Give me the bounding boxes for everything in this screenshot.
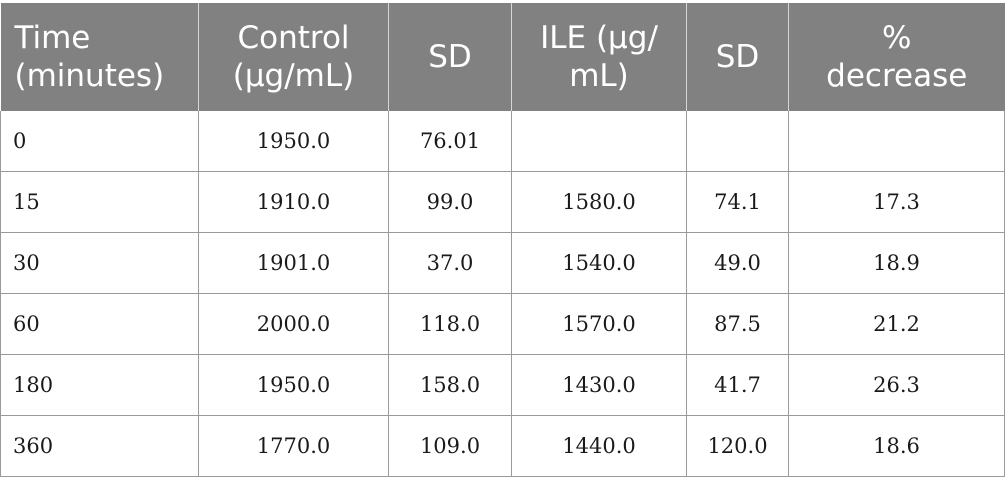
header-time: Time (minutes) [0,3,199,111]
header-sd-ile: SD [686,3,789,111]
cell-percent-decrease: 17.3 [788,171,1005,233]
cell-sd-control: 76.01 [388,111,512,172]
cell-control: 1950.0 [198,354,389,416]
header-sd-control: SD [388,3,512,111]
cell-time: 0 [0,111,199,172]
header-percent-line2: decrease [826,58,968,94]
header-control-line2: (µg/mL) [232,58,355,94]
cell-time: 60 [0,293,199,355]
cell-percent-decrease: 18.9 [788,232,1005,294]
cell-time: 180 [0,354,199,416]
cell-percent-decrease: 18.6 [788,415,1005,477]
cell-time: 360 [0,415,199,477]
header-percent-decrease: % decrease [788,3,1005,111]
cell-sd-control: 99.0 [388,171,512,233]
table-row: 0 1950.0 76.01 [0,111,1005,172]
cell-control: 1910.0 [198,171,389,233]
cell-ile: 1440.0 [511,415,687,477]
header-ile-line2: mL) [569,58,629,94]
cell-percent-decrease: 26.3 [788,354,1005,416]
header-sd-ile-label: SD [715,39,760,75]
data-table: Time (minutes) Control (µg/mL) SD ILE (µg/… [0,3,1005,477]
cell-ile: 1540.0 [511,232,687,294]
cell-sd-ile: 41.7 [686,354,789,416]
header-time-line1: Time [14,20,91,56]
cell-sd-control: 37.0 [388,232,512,294]
cell-sd-ile: 49.0 [686,232,789,294]
header-percent-line1: % [882,20,912,56]
cell-ile: 1570.0 [511,293,687,355]
header-time-line2: (minutes) [14,58,165,94]
cell-sd-ile: 74.1 [686,171,789,233]
header-row: Time (minutes) Control (µg/mL) SD ILE (µg/… [0,3,1005,111]
cell-control: 1770.0 [198,415,389,477]
header-control-line1: Control [237,20,350,56]
cell-ile: 1430.0 [511,354,687,416]
cell-time: 30 [0,232,199,294]
cell-sd-control: 118.0 [388,293,512,355]
header-sd-control-label: SD [428,39,472,75]
cell-ile: 1580.0 [511,171,687,233]
cell-percent-decrease: 21.2 [788,293,1005,355]
cell-control: 1901.0 [198,232,389,294]
table-row: 15 1910.0 99.0 1580.0 74.1 17.3 [0,171,1005,233]
cell-sd-control: 109.0 [388,415,512,477]
cell-control: 1950.0 [198,111,389,172]
header-ile: ILE (µg/mL) [511,3,687,111]
cell-sd-ile [686,111,789,172]
cell-time: 15 [0,171,199,233]
cell-percent-decrease [788,111,1005,172]
header-control: Control (µg/mL) [198,3,389,111]
cell-ile [511,111,687,172]
table-row: 30 1901.0 37.0 1540.0 49.0 18.9 [0,232,1005,294]
cell-sd-control: 158.0 [388,354,512,416]
cell-sd-ile: 120.0 [686,415,789,477]
table-body: 0 1950.0 76.01 15 1910.0 99.0 1580.0 74.1 17.3 30… [0,111,1005,477]
table-row: 60 2000.0 118.0 1570.0 87.5 21.2 [0,293,1005,355]
header-ile-line1: ILE (µg/ [540,20,658,56]
cell-control: 2000.0 [198,293,389,355]
table-row: 360 1770.0 109.0 1440.0 120.0 18.6 [0,415,1005,477]
table-header: Time (minutes) Control (µg/mL) SD ILE (µg/… [0,3,1005,111]
table-row: 180 1950.0 158.0 1430.0 41.7 26.3 [0,354,1005,416]
cell-sd-ile: 87.5 [686,293,789,355]
